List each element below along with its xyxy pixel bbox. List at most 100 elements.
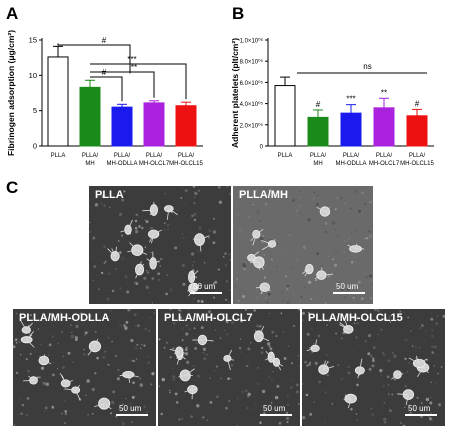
sem-noise	[158, 279, 160, 281]
sem-noise	[216, 365, 219, 368]
sem-noise	[306, 295, 308, 297]
sem-noise	[379, 369, 383, 373]
sem-noise	[356, 383, 359, 387]
sem-noise	[131, 395, 135, 399]
sem-noise	[135, 213, 139, 217]
sem-noise	[111, 289, 115, 293]
sem-noise	[404, 338, 408, 342]
sem-noise	[191, 214, 194, 217]
sem-noise	[243, 267, 246, 271]
sem-noise	[147, 355, 149, 358]
platelet-cell	[107, 246, 120, 262]
platelet-cell	[38, 354, 52, 366]
sem-noise	[64, 422, 66, 424]
sem-noise	[189, 231, 191, 233]
sem-noise	[169, 356, 172, 359]
sem-noise	[139, 377, 141, 380]
sem-noise	[169, 309, 172, 311]
sem-noise	[83, 348, 85, 351]
bar	[340, 112, 362, 147]
sem-noise	[62, 366, 65, 369]
sem-noise	[368, 234, 373, 238]
sem-noise	[15, 341, 18, 344]
sem-noise	[113, 206, 115, 208]
platelet-cell	[354, 359, 365, 379]
scale-bar	[333, 292, 365, 294]
scale-bar	[260, 414, 292, 416]
sem-noise	[404, 406, 406, 408]
sem-noise	[386, 375, 390, 379]
sem-noise	[84, 333, 87, 336]
sem-noise	[429, 417, 432, 420]
sem-noise	[208, 229, 212, 232]
sem-background	[233, 186, 373, 304]
sem-noise	[181, 233, 184, 235]
sem-noise	[18, 413, 21, 416]
sem-noise	[191, 321, 193, 323]
scale-label: 50 um	[119, 404, 142, 413]
sem-noise	[287, 395, 289, 397]
sem-noise	[383, 402, 385, 404]
sem-noise	[293, 293, 295, 295]
sem-texture	[158, 309, 300, 426]
sem-noise	[389, 409, 392, 413]
sem-noise	[56, 368, 59, 370]
sem-noise	[197, 189, 200, 192]
sem-noise	[239, 338, 241, 340]
platelet-cell	[250, 229, 264, 246]
sem-noise	[64, 412, 68, 415]
sem-noise	[121, 198, 125, 202]
sem-noise	[94, 330, 97, 333]
sem-noise	[296, 214, 298, 216]
chart-fibrinogen: Fibrinogen adsorption (μg/cm²) 0 5 10 15 PLLA…	[6, 30, 203, 167]
sem-noise	[324, 302, 327, 304]
sem-noise	[185, 332, 189, 336]
sem-noise	[391, 352, 394, 354]
sem-noise	[174, 392, 178, 396]
sem-noise	[237, 213, 239, 215]
bar	[111, 106, 133, 147]
sem-noise	[288, 234, 291, 236]
sem-noise	[103, 351, 106, 354]
sem-noise	[334, 228, 337, 231]
sem-noise	[355, 190, 359, 194]
sem-noise	[269, 238, 272, 241]
sem-noise	[292, 324, 296, 328]
sem-noise	[135, 230, 139, 234]
sem-noise	[310, 298, 313, 301]
scale-bar	[190, 292, 222, 294]
sem-noise	[193, 212, 197, 216]
sem-noise	[267, 342, 271, 346]
sem-noise	[324, 231, 327, 233]
sem-noise	[269, 188, 272, 192]
sem-noise	[431, 313, 433, 315]
sem-noise	[131, 359, 134, 362]
sem-noise	[199, 300, 201, 302]
sem-noise	[356, 321, 360, 325]
sem-noise	[13, 340, 15, 343]
sem-noise	[372, 357, 375, 360]
significance-label: ***	[127, 55, 136, 64]
sem-noise	[272, 371, 274, 373]
platelet-cell	[87, 338, 102, 356]
sem-noise	[344, 202, 346, 205]
sem-noise	[192, 264, 194, 266]
platelet-cell	[59, 372, 73, 388]
sem-noise	[230, 363, 234, 367]
sem-noise	[307, 218, 311, 222]
sem-noise	[135, 358, 137, 360]
sem-noise	[299, 197, 302, 199]
sem-noise	[431, 351, 434, 354]
sem-noise	[286, 284, 290, 288]
sem-noise	[370, 297, 373, 300]
sem-noise	[119, 324, 122, 327]
sem-noise	[74, 338, 78, 341]
sem-noise	[166, 225, 169, 228]
sem-noise	[134, 219, 138, 223]
platelet-cell	[169, 346, 184, 359]
sem-noise	[419, 347, 421, 349]
sem-noise	[27, 369, 30, 373]
sem-noise	[150, 383, 153, 386]
sem-noise	[111, 340, 113, 343]
sem-noise	[105, 289, 107, 292]
